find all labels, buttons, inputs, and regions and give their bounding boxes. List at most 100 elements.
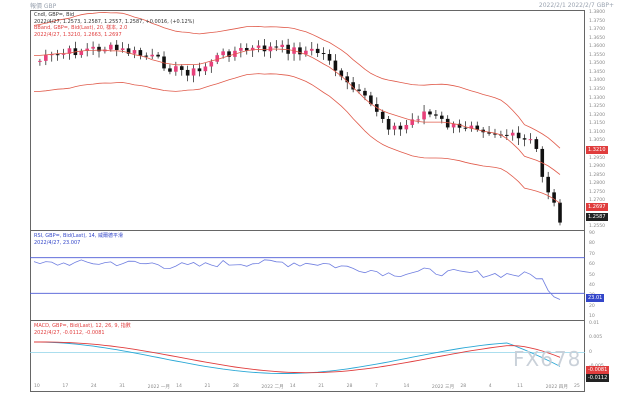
candle-body bbox=[85, 48, 89, 51]
scale-tick-label: 1.2900 bbox=[589, 164, 606, 170]
candle-body bbox=[203, 66, 208, 72]
candle-body bbox=[439, 115, 444, 119]
time-axis-label: 24 bbox=[90, 384, 97, 389]
scale-tick-label: 1.2950 bbox=[589, 155, 606, 161]
last-price-flag: 1.2587 bbox=[586, 213, 608, 221]
watermark-logo: FX678 bbox=[513, 347, 582, 371]
bband-upper-flag: 1.3210 bbox=[586, 146, 608, 154]
time-axis-label: 14 bbox=[289, 384, 296, 389]
candle-body bbox=[197, 68, 202, 72]
time-axis-label: 11 bbox=[517, 384, 524, 389]
main-legend-line-4: 2022/4/27, 1.3210, 1.2663, 1.2697 bbox=[34, 31, 122, 38]
rsi-value-flag: 23.01 bbox=[586, 294, 605, 302]
scale-tick-label: 1.3100 bbox=[589, 129, 606, 135]
candle-body bbox=[469, 125, 474, 129]
panel-divider-macd[interactable] bbox=[30, 320, 585, 321]
candle-body bbox=[451, 123, 456, 128]
candle-body bbox=[345, 76, 350, 83]
bband-lower-line bbox=[34, 73, 561, 204]
time-axis-label: 4 bbox=[488, 384, 492, 389]
macd-legend-line-1: MACD, GBP=, Bid(Last), 12, 26, 9, 指數 bbox=[34, 323, 131, 329]
time-axis-label: 28 bbox=[346, 384, 353, 389]
rsi-scale[interactable]: 908070605040302010 bbox=[587, 231, 613, 320]
panel-divider-rsi[interactable] bbox=[30, 230, 585, 231]
time-axis[interactable]: 10 17 24 31 2022 一月 14 21 28 2022 二月 14 21 28 7 14 202… bbox=[30, 384, 585, 394]
candle-body bbox=[510, 132, 515, 136]
time-axis-label: 28 bbox=[232, 384, 239, 389]
scale-tick-label: 1.3650 bbox=[589, 35, 606, 41]
candle-body bbox=[493, 133, 497, 135]
scale-tick-label: 1.3400 bbox=[589, 78, 606, 84]
candle-body bbox=[380, 111, 385, 119]
candle-body bbox=[386, 118, 391, 130]
scale-tick-label: 1.3550 bbox=[589, 52, 606, 58]
candle-body bbox=[410, 119, 415, 125]
candle-body bbox=[244, 47, 249, 51]
scale-tick-label: 1.3750 bbox=[589, 18, 606, 24]
candle-body bbox=[475, 125, 480, 130]
main-legend-line-3: BBand, GBP=, Bid(Last), 20, 樣本, 2.0 bbox=[34, 25, 128, 31]
candle-body bbox=[114, 44, 119, 50]
candle-body bbox=[191, 68, 196, 76]
signal-line bbox=[34, 341, 561, 374]
candle-body bbox=[333, 60, 338, 71]
scale-tick-label: 1.3600 bbox=[589, 44, 606, 50]
candle-body bbox=[168, 68, 172, 72]
top-bar: 報價 GBP 2022/2/1 2022/2/7 GBP+ bbox=[0, 0, 640, 10]
chart-frame[interactable] bbox=[30, 10, 585, 392]
scale-tick-label: 1.2750 bbox=[589, 189, 606, 195]
candle-body bbox=[262, 45, 267, 52]
scale-tick-label: 70 bbox=[589, 251, 595, 257]
candle-body bbox=[434, 114, 438, 116]
scale-tick-label: 1.3050 bbox=[589, 138, 606, 144]
candle-body bbox=[55, 54, 60, 56]
scale-tick-label: 0.01 bbox=[589, 321, 600, 326]
scale-tick-label: 1.2550 bbox=[589, 224, 606, 229]
candle-body bbox=[351, 82, 355, 90]
candle-body bbox=[280, 44, 285, 48]
time-axis-label: 14 bbox=[403, 384, 410, 389]
scale-tick-label: 0.005 bbox=[589, 335, 603, 341]
candle-body bbox=[91, 46, 95, 49]
scale-tick-label: 1.3500 bbox=[589, 61, 606, 67]
main-price-scale[interactable]: 1.3800 1.3750 1.3700 1.3650 1.3600 1.3550 1.35… bbox=[587, 10, 613, 230]
scale-tick-label: 1.3450 bbox=[589, 69, 606, 75]
candle-body bbox=[528, 139, 533, 141]
time-axis-label: 21 bbox=[318, 384, 325, 389]
candle-body bbox=[505, 134, 509, 136]
rsi-legend-line-1: RSI, GBP=, Bid(Last), 14, 威爾德平滑 bbox=[34, 233, 124, 239]
candle-body bbox=[209, 61, 214, 67]
macd-value-flag: -0.0081 bbox=[586, 366, 610, 374]
macd-line bbox=[34, 341, 561, 374]
candle-body bbox=[256, 45, 261, 48]
candle-body bbox=[150, 54, 155, 57]
scale-tick-label: 1.3800 bbox=[589, 10, 606, 15]
candle-body bbox=[144, 55, 149, 57]
candle-body bbox=[309, 48, 314, 51]
scale-tick-label: 40 bbox=[589, 282, 595, 288]
candle-body bbox=[369, 95, 373, 105]
scale-tick-label: 20 bbox=[589, 303, 595, 309]
candle-body bbox=[304, 50, 308, 55]
bband-middle-flag: 1.2697 bbox=[586, 203, 608, 211]
candle-body bbox=[67, 48, 72, 54]
scale-tick-label: 1.2700 bbox=[589, 198, 606, 204]
scale-tick-label: 1.3250 bbox=[589, 104, 606, 110]
scale-tick-label: 80 bbox=[589, 241, 595, 247]
time-axis-label: 31 bbox=[119, 384, 126, 389]
time-axis-label: 21 bbox=[204, 384, 211, 389]
time-axis-label: 17 bbox=[62, 384, 69, 389]
rsi-legend-line-2: 2022/4/27, 23.007 bbox=[34, 239, 81, 246]
bband-middle-line bbox=[34, 48, 561, 175]
scale-tick-label: 1.3700 bbox=[589, 27, 606, 33]
scale-tick-label: 90 bbox=[589, 231, 595, 236]
scale-tick-label: 50 bbox=[589, 272, 595, 278]
signal-value-flag: -0.0112 bbox=[586, 374, 610, 382]
scale-tick-label: 1.2850 bbox=[589, 172, 606, 178]
candle-body bbox=[174, 66, 178, 72]
candle-body bbox=[274, 46, 279, 48]
time-axis-label: 2022 一月 bbox=[147, 385, 171, 390]
candle-body bbox=[162, 56, 166, 69]
candle-body bbox=[44, 54, 48, 61]
